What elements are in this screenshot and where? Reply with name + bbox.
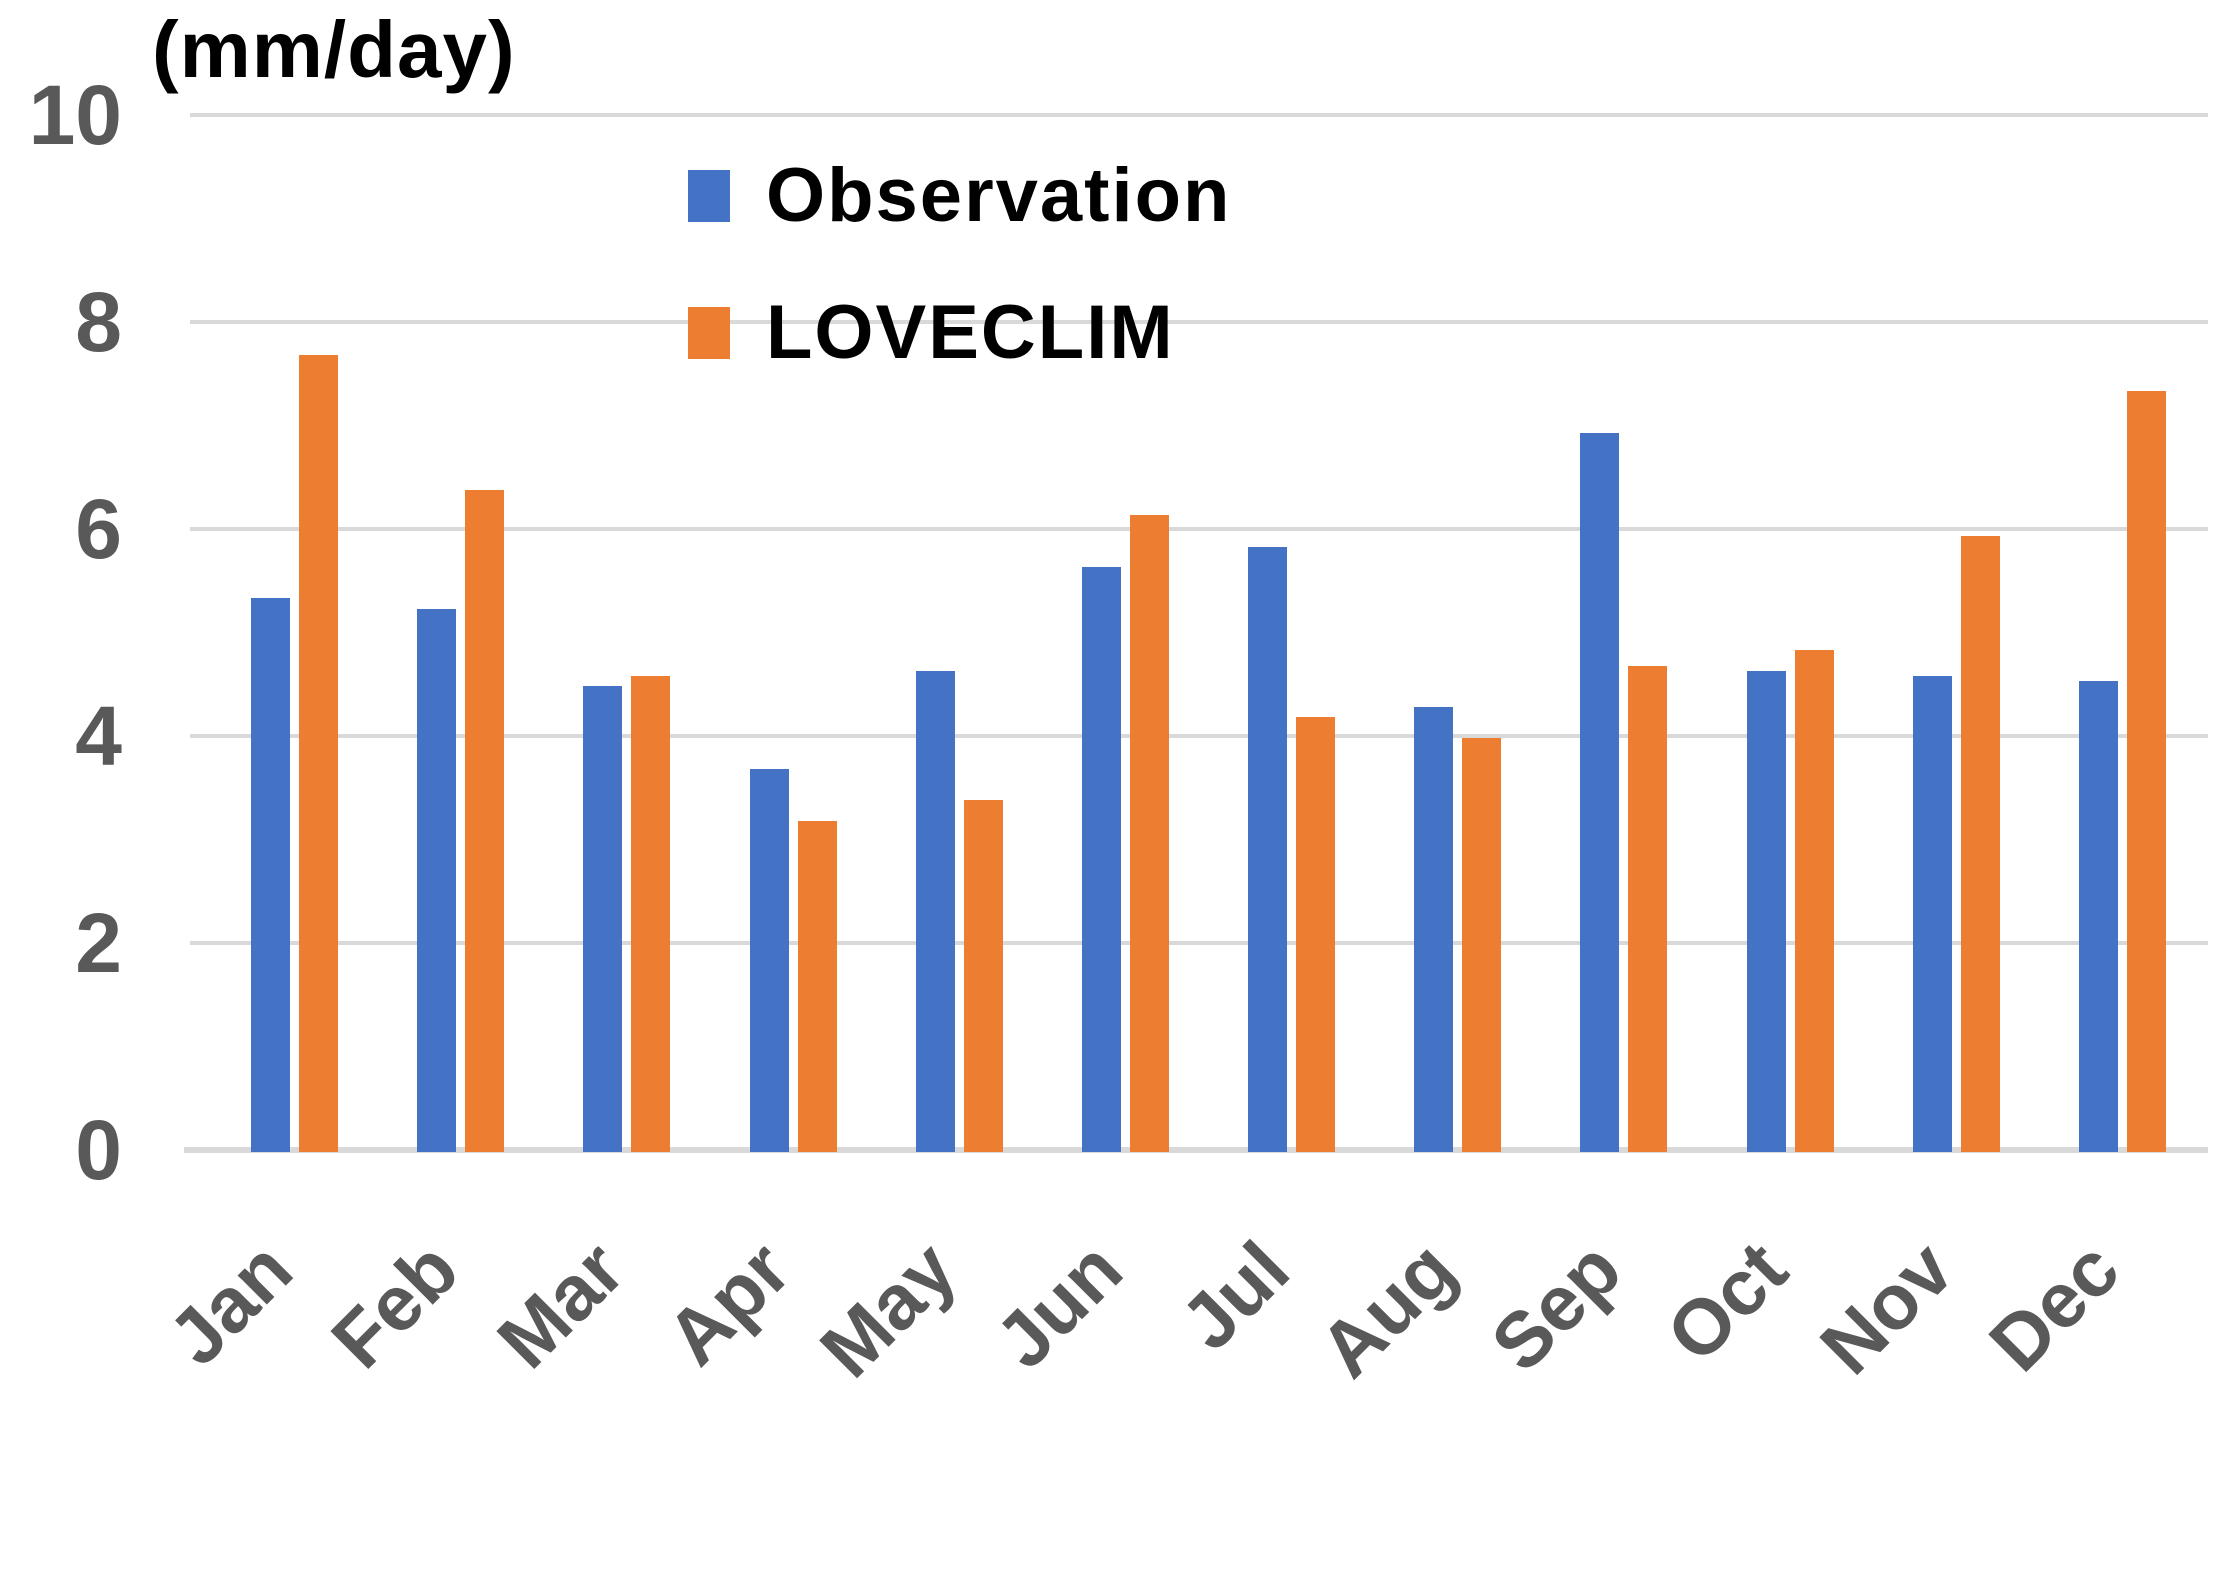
bar-loveclim-jul bbox=[1296, 717, 1336, 1152]
y-tick-label-8: 8 bbox=[75, 275, 122, 369]
gridline-6 bbox=[190, 527, 2208, 531]
bar-observation-sep bbox=[1580, 432, 1620, 1152]
bar-loveclim-dec bbox=[2126, 391, 2166, 1152]
precipitation-bar-chart: (mm/day) 0 2 4 6 8 10 Jan Feb Mar Apr May Jun Jul Au… bbox=[28, 5, 2208, 1394]
legend-item-observation: Observation bbox=[688, 148, 1231, 243]
bar-observation-mar bbox=[583, 686, 623, 1152]
bar-observation-may bbox=[915, 670, 955, 1152]
y-tick-label-2: 2 bbox=[75, 896, 122, 990]
bar-observation-jun bbox=[1081, 567, 1121, 1152]
bar-loveclim-mar bbox=[631, 675, 671, 1152]
legend-label-loveclim: LOVECLIM bbox=[766, 290, 1175, 375]
legend-label-observation: Observation bbox=[766, 153, 1232, 238]
bar-loveclim-may bbox=[963, 800, 1003, 1152]
legend-swatch-observation-icon bbox=[688, 169, 730, 222]
bar-observation-jul bbox=[1248, 546, 1288, 1152]
y-tick-label-0: 0 bbox=[75, 1103, 122, 1197]
bar-observation-apr bbox=[749, 769, 789, 1152]
gridline-2 bbox=[190, 941, 2208, 945]
y-tick-label-6: 6 bbox=[75, 482, 122, 576]
bar-observation-feb bbox=[417, 608, 457, 1152]
y-axis-unit-title: (mm/day) bbox=[152, 5, 516, 94]
gridline-4 bbox=[190, 734, 2208, 738]
bar-observation-dec bbox=[2078, 681, 2118, 1152]
y-tick-label-4: 4 bbox=[75, 689, 122, 783]
bar-observation-oct bbox=[1746, 670, 1786, 1152]
legend-item-loveclim: LOVECLIM bbox=[688, 285, 1231, 380]
bar-loveclim-oct bbox=[1794, 650, 1834, 1152]
bar-loveclim-aug bbox=[1462, 738, 1502, 1152]
bar-observation-nov bbox=[1912, 675, 1952, 1152]
legend: Observation LOVECLIM bbox=[688, 148, 1231, 422]
y-tick-label-10: 10 bbox=[28, 68, 122, 162]
bar-loveclim-sep bbox=[1628, 665, 1668, 1152]
bar-observation-jan bbox=[251, 598, 290, 1152]
bar-loveclim-apr bbox=[797, 820, 837, 1152]
bar-loveclim-jun bbox=[1129, 515, 1169, 1152]
gridline-8 bbox=[190, 320, 2208, 324]
bar-loveclim-jan bbox=[299, 355, 338, 1152]
x-axis-line bbox=[184, 1147, 2208, 1153]
gridline-10 bbox=[190, 113, 2208, 117]
bar-loveclim-nov bbox=[1960, 536, 2000, 1152]
bar-loveclim-feb bbox=[465, 489, 505, 1152]
legend-swatch-loveclim-icon bbox=[688, 306, 730, 359]
bar-observation-aug bbox=[1414, 706, 1454, 1152]
